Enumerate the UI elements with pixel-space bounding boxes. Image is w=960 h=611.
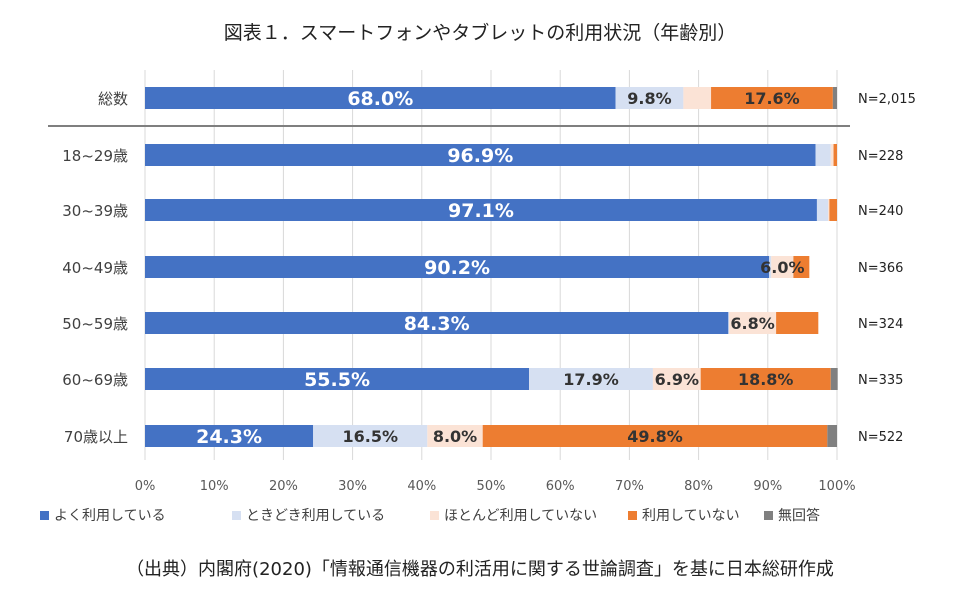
legend-swatch [40,511,49,520]
category-label: 60~69歳 [62,371,128,389]
data-label: 49.8% [627,427,683,446]
bar-segment [615,87,684,109]
category-label: 30~39歳 [62,202,128,220]
legend-swatch [628,511,637,520]
category-label: 40~49歳 [62,259,128,277]
x-tick-label: 10% [200,479,229,494]
n-label: N=366 [858,261,903,276]
data-label: 18.8% [738,370,794,389]
bar-segment [833,144,837,166]
data-label: 17.6% [744,89,800,108]
bar-segment [828,199,830,221]
legend-label: ほとんど利用していない [444,508,597,524]
x-tick-label: 100% [818,479,855,494]
bar-segment [145,425,314,447]
n-label: N=324 [858,317,903,332]
n-label: N=522 [858,430,903,445]
bar-segment [145,144,816,166]
bar-segment [145,87,616,109]
bar-segment [832,87,837,109]
bar-segment [829,199,837,221]
category-label: 18~29歳 [62,147,128,165]
bar-segment [776,312,819,334]
bar-segment [145,312,729,334]
data-label: 68.0% [347,88,413,110]
bar-segment [830,368,838,390]
bar-segment [652,368,701,390]
bar-segment [427,425,483,447]
data-label: 8.0% [433,427,477,446]
legend-label: よく利用している [54,508,166,524]
bar-segment [700,368,831,390]
x-tick-label: 20% [269,479,298,494]
data-label: 24.3% [196,426,262,448]
bar-segment [683,87,712,109]
bar-segment [728,312,730,334]
legend-swatch [430,511,439,520]
n-label: N=228 [858,149,903,164]
data-label: 55.5% [304,369,370,391]
data-label: 6.0% [760,258,804,277]
bar-segment [815,144,831,166]
data-label: 97.1% [448,200,514,222]
bar-segment [771,256,794,278]
data-label: 84.3% [404,313,470,335]
data-label: 6.9% [655,370,699,389]
x-tick-label: 50% [477,479,506,494]
x-tick-label: 0% [135,479,156,494]
n-label: N=240 [858,204,903,219]
bar-segment [729,312,777,334]
bar-segment [145,199,817,221]
bar-segment [145,256,770,278]
category-label: 総数 [98,90,128,108]
bar-segment [145,368,530,390]
legend-swatch [232,511,241,520]
x-tick-label: 70% [615,479,644,494]
bar-segment [711,87,833,109]
legend-swatch [764,511,773,520]
n-label: N=335 [858,373,903,388]
data-label: 6.8% [730,314,774,333]
data-label: 96.9% [447,145,513,167]
x-tick-label: 40% [407,479,436,494]
category-label: 50~59歳 [62,315,128,333]
bar-segment [793,256,810,278]
legend-label: 利用していない [642,508,740,524]
data-label: 9.8% [627,89,671,108]
bar-segment [827,425,837,447]
bar-segment [482,425,828,447]
bar-segment [313,425,428,447]
category-label: 70歳以上 [64,428,128,446]
x-tick-label: 30% [338,479,367,494]
bar-segment [529,368,653,390]
bar-segment [769,256,772,278]
n-label: N=2,015 [858,92,916,107]
x-tick-label: 80% [684,479,713,494]
bar-segment [830,144,834,166]
data-label: 17.9% [563,370,619,389]
data-label: 90.2% [424,257,490,279]
x-tick-label: 60% [546,479,575,494]
data-label: 16.5% [342,427,398,446]
legend-label: 無回答 [778,507,820,524]
chart-title: 図表１．スマートフォンやタブレットの利用状況（年齢別） [223,22,737,44]
legend-label: ときどき利用している [246,508,385,524]
source-note: （出典）内閣府(2020)「情報通信機器の利活用に関する世論調査」を基に日本総研… [126,559,834,580]
bar-segment [816,199,829,221]
x-tick-label: 90% [753,479,782,494]
